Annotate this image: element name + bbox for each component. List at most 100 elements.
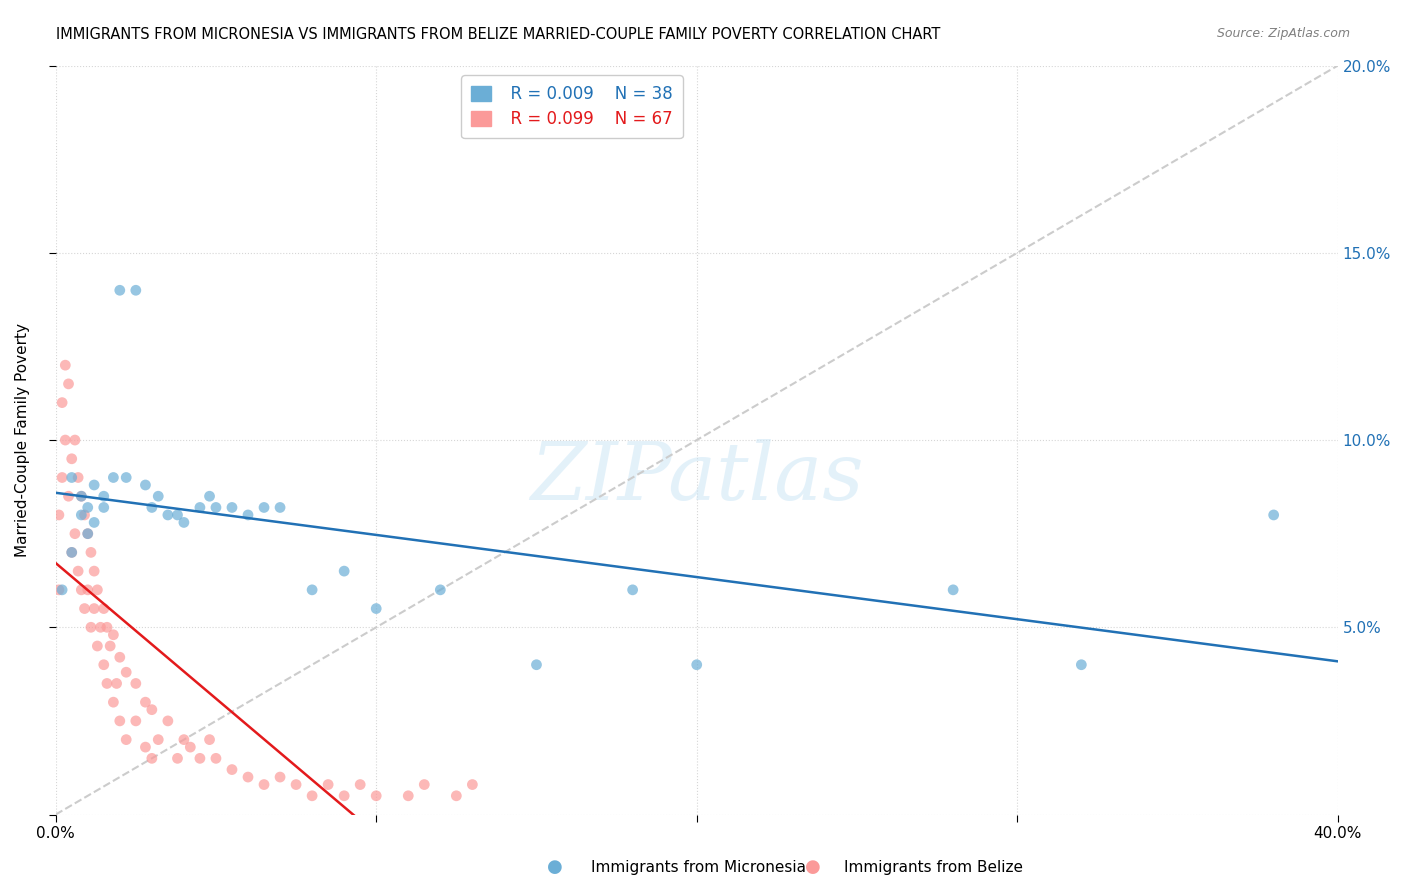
Point [179, 740, 201, 755]
Point [108, 650, 131, 665]
Point [285, 778, 308, 792]
Point [366, 601, 388, 615]
Point [156, 714, 179, 728]
Point [98, 639, 121, 653]
Point [63, 433, 86, 447]
Point [221, 763, 243, 777]
Point [396, 789, 419, 803]
Point [93, 601, 115, 615]
Point [93, 500, 115, 515]
Point [349, 778, 371, 792]
Point [83, 516, 105, 530]
Point [148, 732, 170, 747]
Point [80, 620, 103, 634]
Point [83, 564, 105, 578]
Point [51, 582, 73, 597]
Point [108, 283, 131, 297]
Y-axis label: Married-Couple Family Poverty: Married-Couple Family Poverty [15, 323, 30, 558]
Point [60, 451, 83, 466]
Point [1263, 508, 1285, 522]
Point [413, 778, 436, 792]
Point [108, 714, 131, 728]
Point [83, 601, 105, 615]
Point [73, 508, 96, 522]
Point [141, 751, 163, 765]
Point [51, 470, 73, 484]
Point [526, 657, 548, 672]
Point [58, 376, 80, 391]
Point [86, 582, 108, 597]
Point [316, 778, 339, 792]
Point [686, 657, 709, 672]
Text: ZIPatlas: ZIPatlas [530, 439, 863, 516]
Point [236, 770, 259, 784]
Point [333, 564, 356, 578]
Point [173, 516, 195, 530]
Point [93, 657, 115, 672]
Point [70, 489, 93, 503]
Point [134, 740, 156, 755]
Text: ●: ● [547, 858, 564, 876]
Point [90, 620, 112, 634]
Point [48, 508, 70, 522]
Point [429, 582, 451, 597]
Point [103, 695, 125, 709]
Point [236, 508, 259, 522]
Point [76, 582, 98, 597]
Point [269, 770, 291, 784]
Point [221, 500, 243, 515]
Point [115, 732, 138, 747]
Point [198, 489, 221, 503]
Point [166, 508, 188, 522]
Point [53, 358, 76, 372]
Point [461, 778, 484, 792]
Point [253, 500, 276, 515]
Point [70, 508, 93, 522]
Point [205, 751, 228, 765]
Point [198, 732, 221, 747]
Point [115, 470, 138, 484]
Point [205, 500, 228, 515]
Point [148, 489, 170, 503]
Text: IMMIGRANTS FROM MICRONESIA VS IMMIGRANTS FROM BELIZE MARRIED-COUPLE FAMILY POVER: IMMIGRANTS FROM MICRONESIA VS IMMIGRANTS… [56, 27, 941, 42]
Point [103, 628, 125, 642]
Text: Source: ZipAtlas.com: Source: ZipAtlas.com [1216, 27, 1350, 40]
Point [105, 676, 128, 690]
Point [141, 703, 163, 717]
Point [58, 489, 80, 503]
Point [333, 789, 356, 803]
Point [73, 601, 96, 615]
Point [67, 564, 90, 578]
Text: Immigrants from Micronesia: Immigrants from Micronesia [591, 861, 806, 875]
Point [86, 639, 108, 653]
Point [83, 478, 105, 492]
Point [53, 433, 76, 447]
Point [96, 676, 118, 690]
Point [301, 789, 323, 803]
Point [269, 500, 291, 515]
Point [80, 545, 103, 559]
Point [70, 582, 93, 597]
Point [125, 714, 148, 728]
Text: Immigrants from Belize: Immigrants from Belize [844, 861, 1022, 875]
Point [134, 478, 156, 492]
Point [51, 395, 73, 409]
Point [60, 545, 83, 559]
Point [1070, 657, 1092, 672]
Point [125, 676, 148, 690]
Point [70, 489, 93, 503]
Point [141, 500, 163, 515]
Point [76, 500, 98, 515]
Point [60, 470, 83, 484]
Point [366, 789, 388, 803]
Point [63, 526, 86, 541]
Point [134, 695, 156, 709]
Text: ●: ● [804, 858, 821, 876]
Point [188, 500, 211, 515]
Point [253, 778, 276, 792]
Point [173, 732, 195, 747]
Point [103, 470, 125, 484]
Point [156, 508, 179, 522]
Point [115, 665, 138, 680]
Point [621, 582, 644, 597]
